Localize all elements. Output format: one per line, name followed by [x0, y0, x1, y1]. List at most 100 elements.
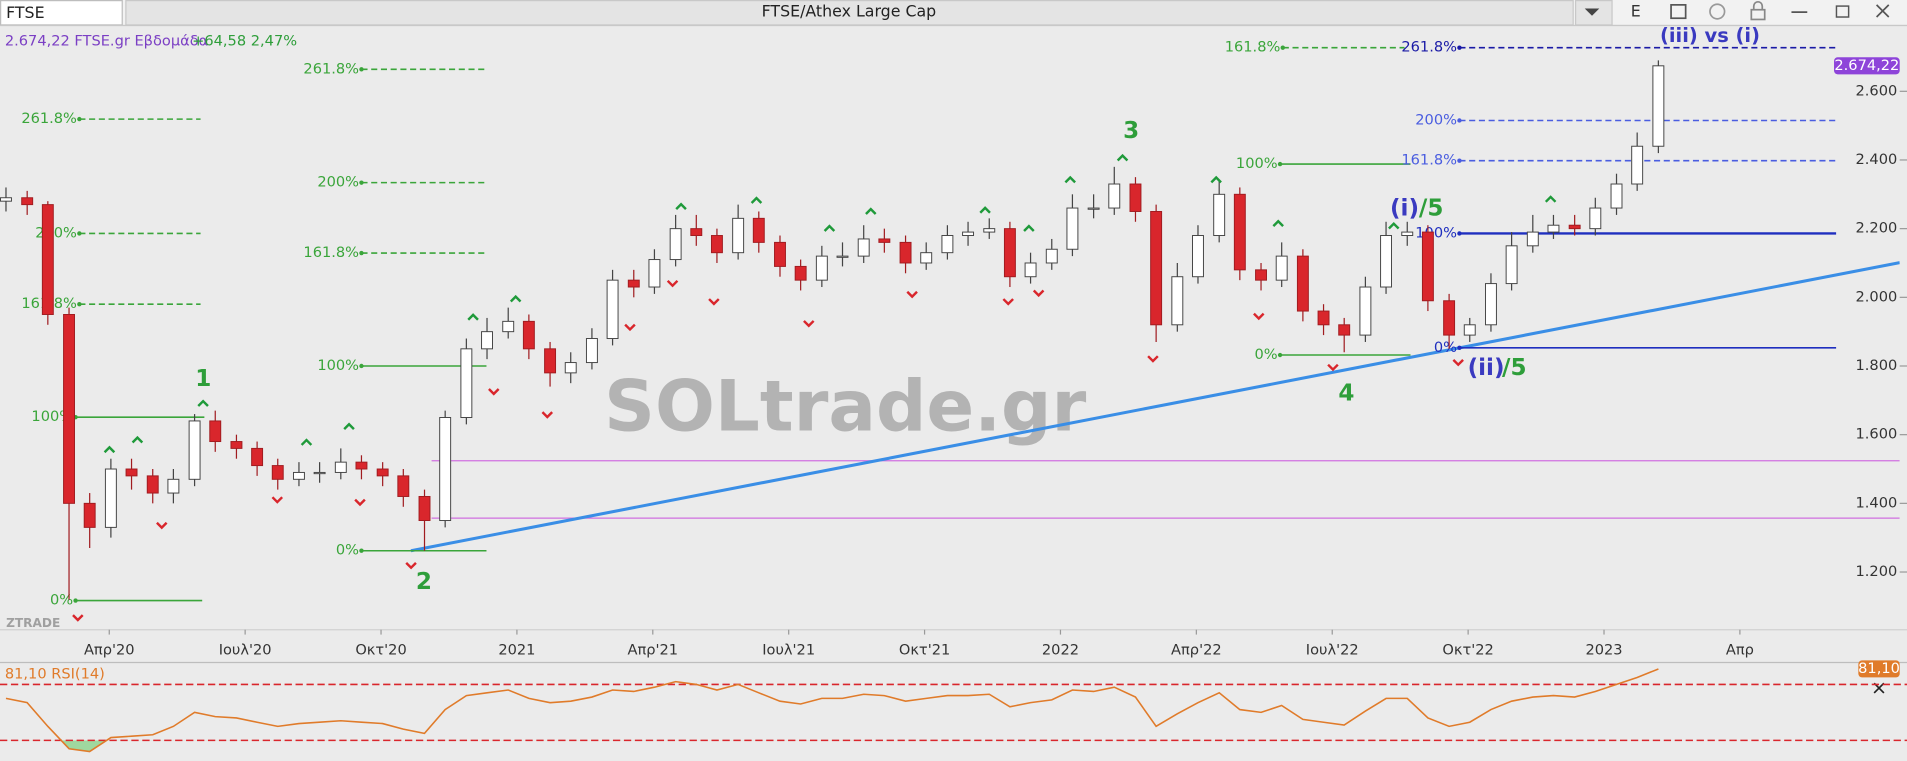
candle-body [1443, 300, 1456, 336]
candle-body [313, 471, 326, 475]
candle-body [1401, 231, 1414, 237]
restore-icon[interactable] [1835, 5, 1850, 18]
trend-line [410, 261, 1900, 553]
fib-label: 161.8% [1225, 39, 1281, 56]
candle-body [83, 502, 96, 528]
candle-body [1380, 235, 1393, 288]
fib-anchor [77, 302, 82, 307]
y-tick-label: 2.600 [1856, 82, 1898, 99]
lock-shackle [1752, 0, 1764, 10]
y-tick-label: 1.600 [1856, 426, 1898, 443]
x-tick-label: 2023 [1585, 641, 1622, 658]
candle-body [815, 255, 828, 281]
candle-body [146, 475, 159, 494]
wave-label: 2 [416, 569, 432, 595]
fib-label: 200% [317, 174, 359, 191]
candle-body [418, 495, 431, 522]
fractal-up [509, 294, 522, 303]
candle-body [439, 417, 452, 522]
x-tick-label: Ιουλ'21 [762, 641, 815, 658]
fib-anchor [359, 363, 364, 369]
fractal-up [1272, 219, 1284, 227]
fractal-down [1032, 289, 1045, 298]
candle-body [104, 468, 117, 528]
candle-body [167, 478, 180, 494]
candle-body [1505, 245, 1518, 285]
candle-body [63, 314, 75, 504]
rsi-badge [1858, 660, 1900, 678]
fractal-down [1253, 312, 1265, 321]
candle-body [125, 468, 138, 477]
x-tick-label: Οκτ'21 [899, 641, 950, 658]
fractal-down [666, 279, 679, 288]
fractal-down [541, 411, 554, 419]
candle-body [0, 197, 12, 202]
rsi-badge-label: 81,10 [1858, 660, 1900, 677]
candle-body [251, 447, 264, 467]
fractal-down [708, 298, 720, 306]
candle-body [334, 461, 347, 473]
quote-icon[interactable] [1709, 3, 1726, 20]
fib-anchor [77, 116, 82, 122]
fractal-up [1023, 224, 1035, 232]
candle-body [1066, 207, 1079, 250]
fractal-up [131, 435, 144, 444]
e-button[interactable]: E [1631, 2, 1641, 21]
y-tick-label: 1.400 [1856, 494, 1898, 511]
candle-body [690, 228, 703, 237]
fib-label: 100% [317, 357, 359, 374]
fractal-up [675, 202, 687, 210]
wave-label: (i) [1390, 196, 1419, 222]
candle-body [774, 241, 786, 267]
candle-body [1359, 286, 1372, 336]
wave-label: /5 [1419, 196, 1444, 222]
fib-anchor [1457, 345, 1462, 350]
x-tick-label: Ιουλ'20 [219, 641, 272, 658]
fib-label: 161.8% [1401, 152, 1457, 169]
candle-body [544, 348, 557, 374]
title-box [125, 0, 1574, 26]
lock-icon[interactable] [1750, 8, 1766, 21]
x-tick-label: Απρ'20 [84, 641, 135, 658]
candle-body [710, 235, 723, 254]
candle-body [1463, 324, 1476, 336]
wave-label: (iii) vs (i) [1660, 24, 1760, 47]
fib-anchor [77, 231, 82, 236]
candle-body [230, 441, 243, 449]
quote-change: +64,58 2,47% [192, 32, 297, 49]
candle-body [752, 217, 765, 243]
fib-anchor [1280, 45, 1285, 50]
candle-body [502, 320, 515, 333]
candle-body [41, 204, 54, 315]
candle-body [1547, 224, 1560, 233]
close-icon[interactable] [1875, 4, 1890, 18]
candle-body [1192, 235, 1204, 278]
fractal-down [624, 323, 636, 332]
rsi-line [5, 668, 1659, 753]
candle-body [1171, 276, 1184, 326]
x-tick-label: Οκτ'20 [355, 641, 406, 658]
fib-anchor [1457, 118, 1462, 123]
candle-body [1003, 228, 1016, 278]
rsi-title: 81,10 RSI(14) [5, 666, 105, 683]
fractal-down [488, 388, 500, 396]
fractal-down [354, 498, 366, 507]
fractal-down [405, 561, 417, 570]
fractal-up [1210, 175, 1222, 184]
fractal-up [865, 207, 877, 215]
candle-body [397, 475, 410, 497]
candle-body [983, 228, 996, 233]
candle-body [481, 331, 493, 350]
fib-label: 0% [50, 592, 73, 609]
fractal-up [103, 445, 116, 454]
candle-body [209, 420, 222, 443]
x-tick-label: Απρ'22 [1171, 641, 1222, 658]
fib-label: 200% [1415, 111, 1457, 128]
fractal-down [906, 290, 918, 299]
layout-icon[interactable] [1670, 4, 1687, 20]
candle-body [376, 468, 389, 477]
y-tick-label: 1.800 [1856, 357, 1898, 374]
x-tick-label: Απρ [1726, 641, 1754, 658]
